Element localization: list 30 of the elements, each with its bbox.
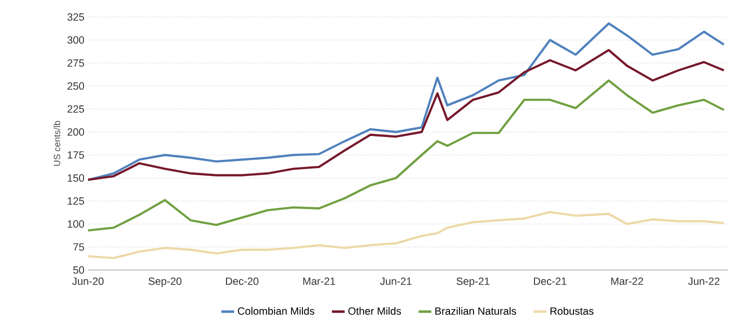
x-tick-label: Jun-20 [72,278,104,285]
x-tick-label: Dec-21 [534,278,566,285]
line-series [88,79,725,232]
x-tick-label: Mar-22 [611,278,644,285]
y-tick-label: 250 [68,82,84,90]
y-tick-label: 100 [68,220,84,228]
line-series [88,210,725,260]
y-tick-label: 300 [67,36,84,44]
y-tick-label: 225 [68,105,84,113]
y-tick-label: 75 [73,243,84,251]
legend-label: Other Milds [348,307,401,315]
x-tick-label: Jun-22 [688,278,720,285]
y-axis-title: US cents/lb [54,120,60,166]
x-tick-label: Mar-21 [303,278,336,285]
y-tick-label: 175 [68,151,84,159]
x-tick-label: Jun-21 [380,278,412,285]
y-tick-label: 150 [68,174,84,182]
legend-label: Robustas [550,307,594,315]
legend-label: Brazilian Naturals [435,307,516,315]
y-tick-label: 325 [67,13,84,21]
x-tick-label: Sep-20 [148,278,182,287]
y-tick-label: 200 [68,128,84,136]
y-tick-label: 275 [68,59,84,67]
line-series [88,22,725,181]
x-tick-label: Sep-21 [456,278,490,287]
legend-label: Colombian Milds [238,307,314,315]
y-tick-label: 125 [68,197,84,205]
y-tick-label: 50 [73,266,84,274]
x-tick-label: Dec-20 [226,278,258,285]
line-series [88,49,725,181]
